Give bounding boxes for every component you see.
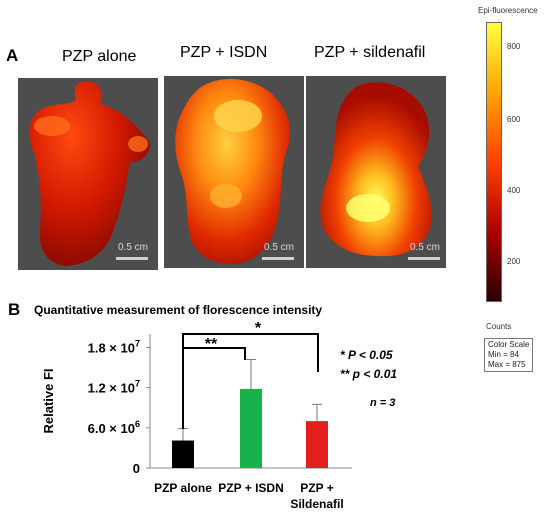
bar (172, 440, 194, 468)
panel-a-label: A (6, 46, 19, 65)
significance-marker: * (255, 320, 262, 337)
scale-label-3: 0.5 cm (410, 242, 441, 253)
scale-label-2: 0.5 cm (264, 242, 295, 253)
panel-b-label: B (8, 300, 21, 319)
color-scale-bar (486, 22, 502, 302)
significance-legend: * P < 0.05 ** p < 0.01 (340, 346, 397, 384)
color-scale-tick: 200 (507, 257, 521, 266)
bar (306, 421, 328, 468)
x-tick-label: PZP alone (154, 481, 212, 495)
fluorescence-image-pzp-sildenafil (306, 76, 446, 268)
color-scale-tick: 800 (507, 42, 521, 51)
significance-note: ** p < 0.01 (340, 367, 398, 381)
color-scale-units: Counts (486, 322, 512, 331)
color-scale-info-line: Max = 875 (488, 360, 526, 369)
image-title-pzp-sildenafil: PZP + sildenafil (314, 44, 426, 61)
significance-bracket (182, 333, 319, 372)
y-tick-label: 1.8 × 107 (88, 338, 140, 355)
color-scale-info-line: Color Scale (488, 340, 530, 349)
x-tick-label: PZP + (300, 481, 333, 495)
y-axis-label: Relative FI (41, 368, 56, 433)
fluorescence-image-pzp-alone (18, 78, 158, 270)
x-tick-label: PZP + ISDN (218, 481, 283, 495)
scale-bar-1 (116, 257, 148, 260)
scale-label-1: 0.5 cm (118, 242, 149, 253)
sample-size-note: n = 3 (370, 397, 396, 409)
chart-title: Quantitative measurement of florescence … (34, 303, 323, 317)
significance-bracket (182, 347, 246, 429)
image-title-pzp-alone: PZP alone (62, 48, 137, 65)
color-scale-title: Epi-fluorescence (478, 6, 538, 15)
y-tick-label: 6.0 × 106 (88, 419, 140, 436)
scale-bar-3 (408, 257, 440, 260)
significance-note: * P < 0.05 (340, 348, 393, 362)
fluorescence-image-pzp-isdn (164, 76, 304, 268)
y-tick-label: 0 (133, 461, 140, 476)
image-title-pzp-isdn: PZP + ISDN (180, 44, 268, 61)
color-scale-info-box: Color Scale Min = 84 Max = 875 (484, 338, 534, 372)
scale-bar-2 (262, 257, 294, 260)
significance-marker: ** (205, 336, 218, 353)
bar (240, 388, 262, 468)
y-tick-label: 1.2 × 107 (88, 379, 140, 396)
color-scale-info-line: Min = 84 (488, 350, 519, 359)
color-scale-tick: 600 (507, 115, 521, 124)
color-scale-tick: 400 (507, 186, 521, 195)
x-tick-label: Sildenafil (290, 497, 343, 511)
